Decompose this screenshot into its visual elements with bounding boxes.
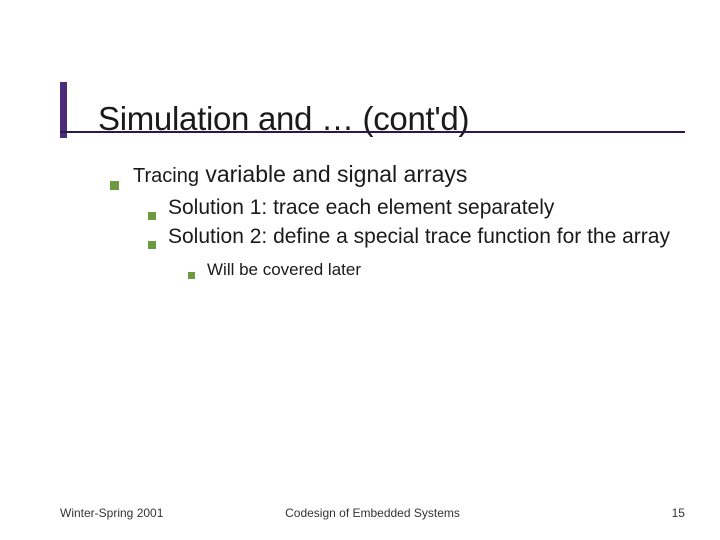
title-accent xyxy=(60,78,90,138)
square-bullet-icon xyxy=(148,241,156,249)
bullet-text: Solution 1: trace each element separatel… xyxy=(168,195,554,222)
accent-bar xyxy=(60,82,67,138)
bullet-text: Will be covered later xyxy=(207,259,361,280)
footer-page-number: 15 xyxy=(477,506,685,520)
bullet-level1: Tracing variable and signal arrays xyxy=(110,160,680,189)
l1-rest: variable and signal arrays xyxy=(199,161,467,187)
title-underline xyxy=(60,131,685,133)
slide: Simulation and … (cont'd) Tracing variab… xyxy=(0,0,720,540)
bullet-text: Tracing variable and signal arrays xyxy=(133,160,467,189)
square-bullet-icon xyxy=(188,272,195,279)
bullet-level2: Solution 1: trace each element separatel… xyxy=(148,195,680,222)
bullet-level2: Solution 2: define a special trace funct… xyxy=(148,224,680,251)
footer-center: Codesign of Embedded Systems xyxy=(268,506,476,520)
footer-left: Winter-Spring 2001 xyxy=(60,506,268,520)
title-row: Simulation and … (cont'd) xyxy=(60,78,690,138)
footer: Winter-Spring 2001 Codesign of Embedded … xyxy=(60,506,685,520)
square-bullet-icon xyxy=(110,181,119,190)
tracing-word: Tracing xyxy=(133,165,199,187)
square-bullet-icon xyxy=(148,212,156,220)
bullet-level3: Will be covered later xyxy=(188,259,680,280)
bullet-text: Solution 2: define a special trace funct… xyxy=(168,224,670,251)
content-area: Tracing variable and signal arrays Solut… xyxy=(110,160,680,280)
